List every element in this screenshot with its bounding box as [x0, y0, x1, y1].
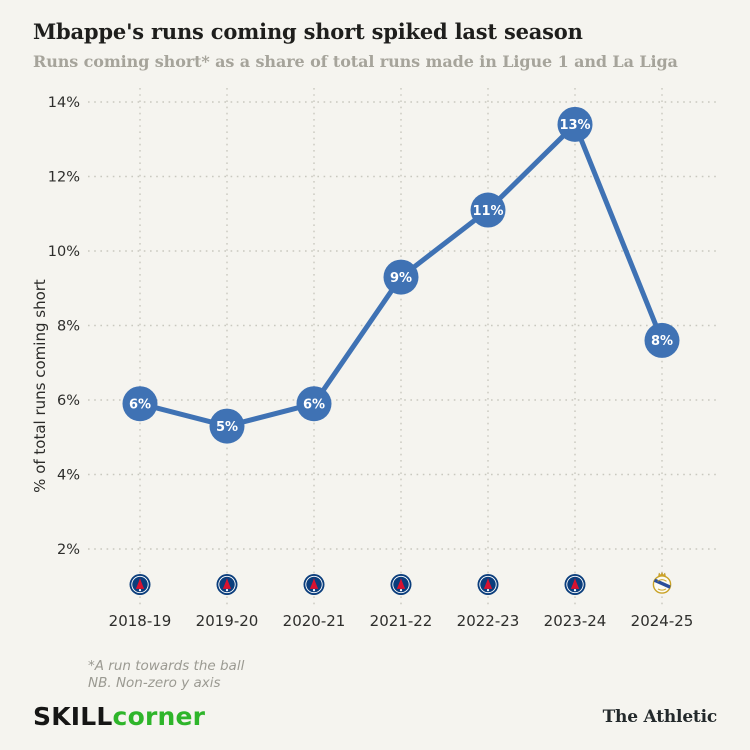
skillcorner-logo-corner: corner: [112, 702, 206, 731]
y-tick-label: 12%: [48, 170, 80, 186]
line-series: 6% 5% 6% 9% 11% 13% 8%: [122, 106, 680, 444]
psg-crest-icon: [303, 573, 325, 596]
x-tick-label: 2020-21: [283, 612, 346, 630]
x-tick-label: 2023-24: [544, 612, 607, 630]
data-point-label: 9%: [390, 271, 412, 286]
data-point: [296, 386, 332, 422]
data-point-label: 5%: [216, 420, 238, 435]
page-title: Mbappe's runs coming short spiked last s…: [33, 19, 583, 44]
footnote-line-1: *A run towards the ball: [88, 658, 245, 674]
x-tick-label: 2021-22: [370, 612, 433, 630]
x-tick-label: 2018-19: [109, 612, 172, 630]
data-point: [557, 106, 593, 142]
page-subtitle: Runs coming short* as a share of total r…: [33, 52, 678, 71]
data-point-label: 11%: [472, 204, 503, 219]
the-athletic-logo: The Athletic: [602, 707, 718, 727]
skillcorner-logo-skill: SKILL: [33, 702, 113, 731]
data-point: [122, 386, 158, 422]
y-tick-label: 2%: [57, 542, 80, 558]
psg-crest-icon: [564, 573, 586, 596]
y-tick-label: 14%: [48, 95, 80, 111]
axis-labels: 2% 4% 6% 8% 10% 12% 14% 2018-19 2019-20 2020-21 20…: [48, 95, 694, 630]
footnote-line-2: NB. Non-zero y axis: [88, 674, 221, 691]
grid-layer: [88, 88, 717, 607]
psg-crest-icon: [477, 573, 499, 596]
x-tick-label: 2022-23: [457, 612, 520, 630]
skillcorner-logo: SKILLcorner: [33, 702, 205, 731]
real-madrid-crest-icon: [652, 572, 673, 593]
data-point: [209, 408, 245, 444]
data-point: [470, 192, 506, 228]
data-point-label: 13%: [559, 118, 590, 133]
y-tick-label: 10%: [48, 244, 80, 260]
psg-crest-icon: [129, 573, 151, 596]
y-tick-label: 8%: [57, 319, 80, 335]
y-tick-label: 4%: [57, 468, 80, 484]
x-tick-label: 2019-20: [196, 612, 259, 630]
y-axis-title: % of total runs coming short: [31, 279, 49, 493]
data-point: [383, 259, 419, 295]
y-tick-label: 6%: [57, 393, 80, 409]
x-tick-label: 2024-25: [631, 612, 694, 630]
data-point-label: 8%: [651, 334, 673, 349]
psg-crest-icon: [390, 573, 412, 596]
club-logos: [129, 572, 674, 596]
data-point-label: 6%: [303, 398, 325, 413]
data-point: [644, 322, 680, 358]
chart-footnote: *A run towards the ball NB. Non-zero y a…: [88, 658, 244, 692]
data-point-label: 6%: [129, 398, 151, 413]
psg-crest-icon: [216, 573, 238, 596]
